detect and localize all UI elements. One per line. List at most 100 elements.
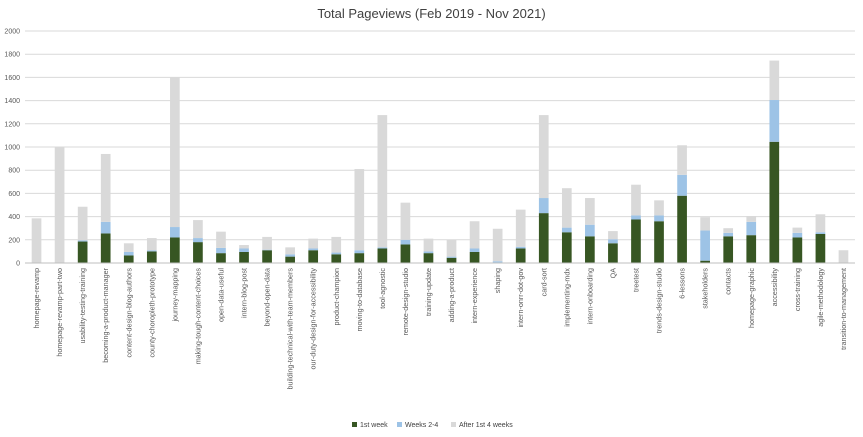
bar-segment-1 [723, 232, 734, 237]
bar-segment-1 [446, 256, 457, 258]
legend-label: Weeks 2-4 [405, 422, 438, 429]
x-category-label: our-duty-design-for-accessibility [309, 268, 318, 370]
bar-segment-2 [677, 145, 687, 175]
bar-segment-0 [469, 251, 480, 263]
bar-segment-0 [262, 250, 272, 263]
y-tick-label: 200 [8, 237, 20, 244]
bar-segment-2 [146, 238, 157, 251]
x-category-label: intern-onboarding [585, 268, 594, 324]
bar-segment-2 [608, 231, 618, 240]
bar-segment-2 [515, 209, 526, 247]
bar-segment-1 [469, 248, 480, 252]
y-tick-label: 1400 [4, 98, 20, 105]
bar-segment-2 [446, 239, 457, 257]
bar-segment-1 [769, 100, 780, 142]
bar-segment-0 [354, 253, 365, 263]
y-tick-label: 800 [8, 168, 20, 175]
bar-segment-0 [216, 253, 226, 263]
bar-segment-2 [561, 188, 572, 228]
x-category-label: accessibility [770, 268, 779, 307]
bar-segment-1 [631, 215, 641, 220]
x-category-label: intern-blog-post [240, 268, 249, 318]
bar-segment-2 [723, 228, 734, 233]
bar-segment-1 [654, 215, 664, 222]
x-category-label: adding-a-product [447, 268, 456, 322]
x-axis-category-labels: homepage-revamp homepage-revamp-part-two u… [32, 267, 848, 389]
bar-segment-2 [31, 218, 42, 263]
bar-segment-2 [654, 200, 664, 216]
bar-segment-1 [585, 224, 595, 237]
bar-segment-2 [285, 247, 295, 255]
bar-segment-1 [400, 239, 411, 245]
y-tick-label: 1200 [4, 121, 20, 128]
bar-segment-2 [308, 238, 319, 249]
x-category-label: moving-to-database [355, 268, 364, 332]
bar-segment-2 [77, 206, 88, 241]
x-category-label: 6-lessons [678, 268, 687, 299]
bar-segment-2 [100, 153, 111, 222]
bar-segment-0 [561, 232, 572, 263]
x-category-label: cross-training [793, 268, 802, 311]
bar-segment-0 [193, 242, 203, 263]
x-category-label: treetest [631, 268, 640, 292]
bar-segment-2 [400, 202, 411, 240]
bar-segment-1 [677, 174, 687, 196]
bar-segment-1 [700, 230, 710, 261]
bar-segment-0 [815, 234, 826, 263]
x-category-label: journey-mapping [170, 268, 179, 323]
y-tick-label: 1800 [4, 52, 20, 59]
x-category-label: training-update [424, 268, 433, 316]
bar-segment-1 [262, 249, 272, 251]
bar-segment-0 [723, 236, 734, 263]
bar-segment-0 [170, 237, 180, 263]
bar-segment-0 [146, 251, 157, 263]
bar-segment-0 [585, 236, 595, 263]
bar-segment-2 [538, 115, 549, 199]
legend-swatch [451, 422, 456, 427]
bar-segment-1 [170, 227, 180, 238]
bar-segment-2 [239, 245, 249, 249]
bar-segment-0 [123, 255, 134, 263]
x-category-label: card-sort [539, 268, 548, 296]
bar-segment-0 [331, 254, 342, 263]
bar-segment-0 [792, 237, 803, 263]
bar-segment-2 [123, 243, 134, 252]
bar-segment-2 [700, 217, 710, 231]
bar-segment-1 [123, 251, 134, 256]
bar-segment-1 [285, 254, 295, 257]
x-category-label: transition-to-management [839, 268, 848, 350]
y-axis-ticks: 0 200 400 600 800 1000 1200 1400 1600 1800 2000 [4, 29, 20, 268]
bar-segment-1 [792, 232, 803, 238]
bar-segment-1 [746, 221, 757, 236]
bar-segment-1 [377, 247, 388, 249]
legend-label: 1st week [360, 422, 388, 429]
x-category-label: intern-experience [470, 268, 479, 324]
bar-segment-1 [77, 240, 88, 242]
bar-segment-2 [216, 231, 226, 248]
bar-segment-0 [285, 256, 295, 263]
bar-segment-2 [331, 236, 342, 253]
bar-segment-0 [400, 244, 411, 263]
bar-segment-1 [100, 221, 111, 234]
bar-segment-2 [193, 220, 203, 239]
y-tick-label: 1600 [4, 75, 20, 82]
bar-segment-0 [654, 221, 664, 263]
x-category-label: becoming-a-product-manager [101, 267, 110, 362]
x-category-label: tool-agnostic [378, 268, 387, 309]
bar-segment-1 [538, 198, 549, 214]
x-category-label: homepage-graphic [747, 268, 756, 328]
x-category-label: homepage-revamp-part-two [55, 268, 64, 357]
bar-segment-0 [446, 257, 457, 263]
bar-segment-0 [608, 243, 618, 263]
bar-segment-1 [146, 250, 157, 252]
x-category-label: contacts [724, 268, 733, 295]
x-category-label: agile-methodology [816, 268, 825, 327]
x-category-label: QA [608, 268, 617, 279]
bar-segment-1 [561, 227, 572, 233]
bar-segment-0 [100, 233, 111, 263]
bar-segment-0 [700, 260, 710, 263]
legend-swatch [352, 422, 357, 427]
bar-segment-2 [492, 228, 503, 262]
x-category-label: building-technical-with-team-members [286, 268, 295, 390]
